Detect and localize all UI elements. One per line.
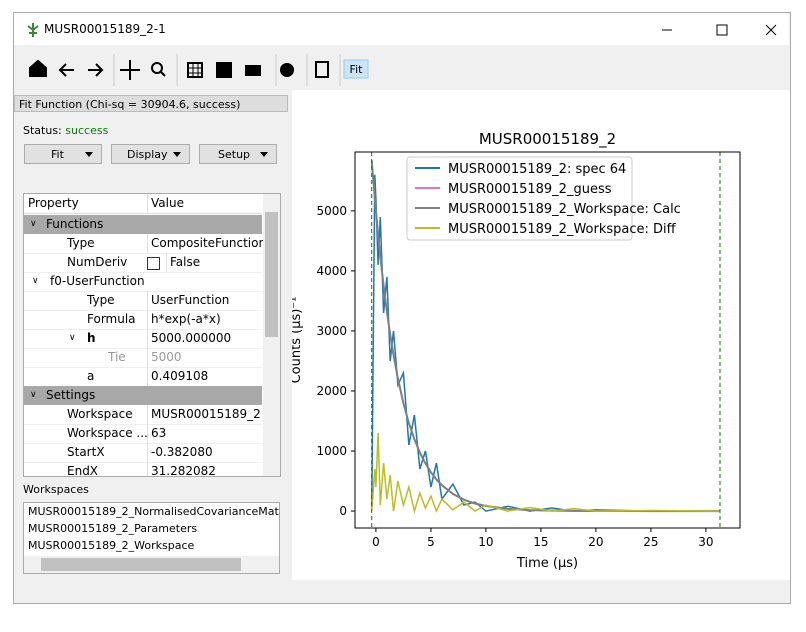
app-icon [24, 21, 42, 39]
property-value: 5000.000000 [147, 329, 231, 348]
column-header: Property [28, 194, 79, 213]
property-name: h [87, 329, 96, 348]
table-header: Property Value [24, 194, 262, 214]
property-name: Type [87, 291, 115, 310]
window-controls[interactable] [654, 21, 789, 39]
x-tick-label: 0 [372, 535, 380, 549]
workspace-item[interactable]: MUSR00015189_2_NormalisedCovarianceMatri… [28, 505, 280, 518]
table-row[interactable]: ∨ Settings [24, 386, 262, 405]
checkbox[interactable] [147, 257, 160, 270]
property-value: False [166, 253, 200, 272]
y-tick-label: 1000 [316, 444, 347, 458]
status-label: Status: [23, 124, 62, 137]
legend-label: MUSR00015189_2_guess [448, 182, 612, 197]
series-line [372, 433, 720, 511]
workspace-list[interactable]: MUSR00015189_2_NormalisedCovarianceMatri… [23, 502, 280, 574]
property-name: Settings [46, 386, 95, 405]
table-row[interactable]: NumDeriv False [24, 253, 262, 273]
table-row[interactable]: EndX 31.282082 [24, 462, 262, 477]
table-row[interactable]: ∨ f0-UserFunction [24, 272, 262, 292]
property-value: UserFunction [147, 291, 229, 310]
property-name: Tie [108, 348, 126, 367]
table-row[interactable]: StartX -0.382080 [24, 443, 262, 463]
x-tick-label: 10 [478, 535, 493, 549]
x-tick-label: 20 [588, 535, 603, 549]
status-value: success [65, 124, 108, 137]
workspace-item[interactable]: MUSR00015189_2_Workspace [28, 539, 194, 552]
toolbar[interactable]: Fit [14, 48, 789, 90]
table-row[interactable]: Type UserFunction [24, 291, 262, 311]
table-row[interactable]: ∨ h 5000.000000 [24, 329, 262, 349]
x-tick-label: 15 [533, 535, 548, 549]
chart: MUSR00015189_2 Time (μs) Counts (μs)⁻¹ 0 5 10… [292, 90, 790, 580]
table-row[interactable]: ∨ Functions [24, 215, 262, 234]
expand-arrow: ∨ [32, 272, 39, 291]
property-value: 31.282082 [147, 462, 216, 477]
property-name: f0-UserFunction [50, 272, 145, 291]
property-name: Workspace ... [67, 424, 148, 443]
window-title: MUSR00015189_2-1 [44, 22, 166, 36]
column-header: Value [147, 194, 184, 213]
y-tick-label: 5000 [316, 204, 347, 218]
table-row[interactable]: a 0.409108 [24, 367, 262, 387]
x-tick-label: 25 [643, 535, 658, 549]
x-tick-label: 5 [427, 535, 435, 549]
property-value: -0.382080 [147, 443, 213, 462]
property-value: 63 [147, 424, 166, 443]
expand-arrow: ∨ [30, 386, 37, 405]
x-tick-label: 30 [698, 535, 713, 549]
legend-label: MUSR00015189_2_Workspace: Calc [448, 202, 681, 217]
dropdown-button[interactable]: Setup [199, 144, 277, 164]
dropdown-button[interactable]: Display [111, 144, 190, 164]
property-value: MUSR00015189_2 [147, 405, 261, 424]
y-tick-label: 0 [339, 504, 347, 518]
legend-label: MUSR00015189_2: spec 64 [448, 162, 626, 177]
legend-label: MUSR00015189_2_Workspace: Diff [448, 222, 677, 237]
dropdown-button[interactable]: Fit [24, 144, 102, 164]
property-name: Formula [87, 310, 136, 329]
property-value: 5000 [147, 348, 182, 367]
table-row[interactable]: TypeCompositeFunction [24, 234, 262, 254]
property-name: NumDeriv [67, 253, 127, 272]
workspaces-label: Workspaces [23, 483, 89, 496]
fit-toggle[interactable]: Fit [350, 63, 364, 76]
expand-arrow: ∨ [69, 329, 76, 348]
workspace-item[interactable]: MUSR00015189_2_Parameters [28, 522, 197, 535]
y-axis-label: Counts (μs)⁻¹ [292, 297, 304, 384]
property-name: a [87, 367, 94, 386]
fit-header: Fit Function (Chi-sq = 30904.6, success) [14, 95, 288, 112]
table-row[interactable]: Tie 5000 [24, 348, 262, 368]
title-bar: MUSR00015189_2-1 [14, 13, 789, 45]
property-value: CompositeFunction [147, 234, 266, 253]
chart-title: MUSR00015189_2 [479, 130, 616, 149]
y-tick-label: 2000 [316, 384, 347, 398]
table-row[interactable]: Workspace ...63 [24, 424, 262, 444]
property-table[interactable]: PropertyValue∨FunctionsTypeCompositeFunc… [23, 193, 281, 477]
scroll-thumb[interactable] [41, 558, 241, 571]
y-tick-label: 4000 [316, 264, 347, 278]
status: Status: success [23, 124, 108, 137]
property-value: 0.409108 [147, 367, 208, 386]
property-name: StartX [67, 443, 105, 462]
table-row[interactable]: Workspace MUSR00015189_2 [24, 405, 262, 425]
property-value: h*exp(-a*x) [147, 310, 221, 329]
x-axis-label: Time (μs) [516, 556, 578, 571]
table-row[interactable]: Formula h*exp(-a*x) [24, 310, 262, 330]
property-name: Type [67, 234, 95, 253]
y-tick-label: 3000 [316, 324, 347, 338]
property-name: EndX [67, 462, 98, 477]
scroll-thumb[interactable] [265, 212, 278, 337]
expand-arrow: ∨ [30, 215, 37, 234]
property-name: Functions [46, 215, 103, 234]
property-name: Workspace [67, 405, 133, 424]
